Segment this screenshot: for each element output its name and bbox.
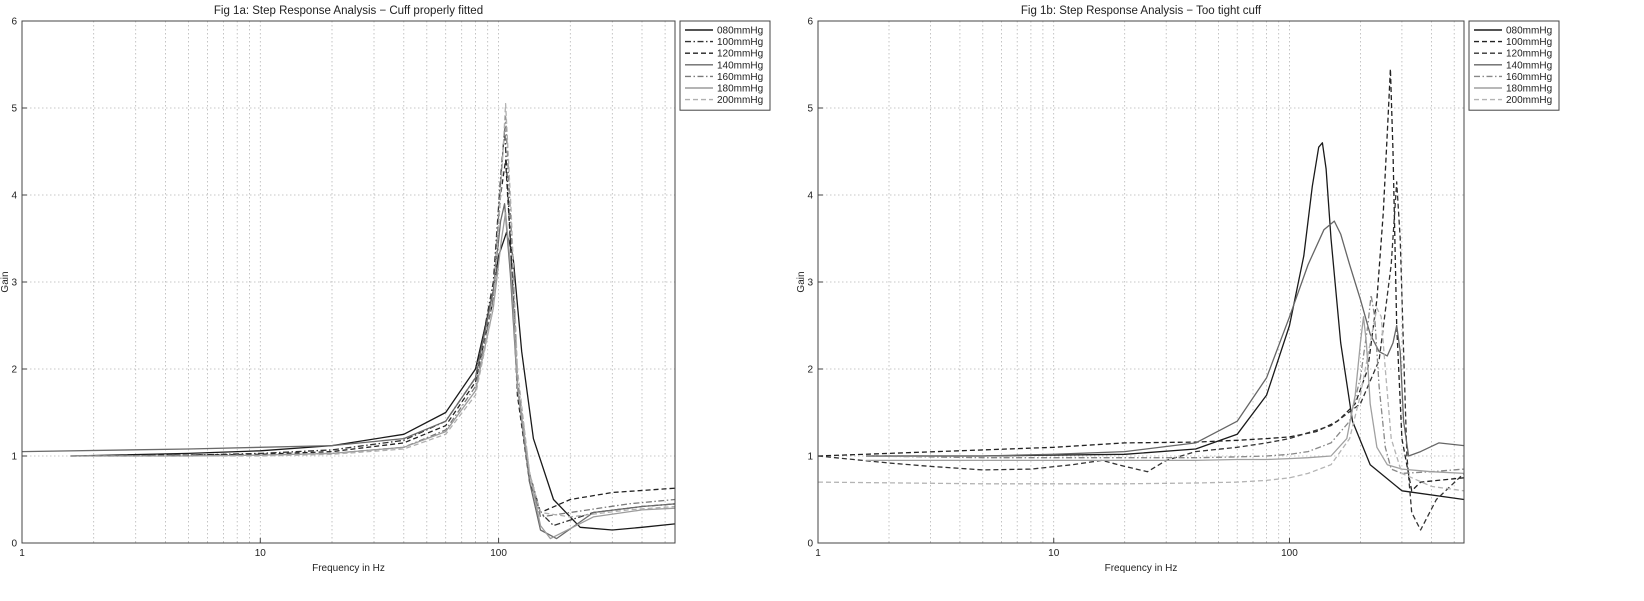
y-tick-label: 0 [11,539,17,550]
series-line-100mmHg [818,68,1464,492]
chart-title: Fig 1b: Step Response Analysis − Too tig… [1021,5,1262,17]
legend-label: 160mmHg [717,72,763,83]
legend-label: 080mmHg [717,26,763,37]
series-line-200mmHg [818,307,1464,492]
y-tick-label: 1 [807,452,813,463]
y-tick-label: 6 [11,17,17,28]
series-line-120mmHg [70,159,675,514]
legend-box [679,20,771,111]
series-line-140mmHg [22,203,675,540]
y-axis-label: Gain [0,271,11,292]
y-tick-label: 6 [807,17,813,28]
legend-label: 140mmHg [1506,60,1552,71]
legend-label: 160mmHg [1506,72,1552,83]
y-tick-label: 0 [807,539,813,550]
series-line-180mmHg [866,316,1464,475]
series-group [818,68,1464,531]
legend-label: 100mmHg [717,37,763,48]
legend-label: 180mmHg [717,84,763,95]
y-tick-label: 4 [11,191,17,202]
legend-box [1468,20,1560,111]
x-axis-label: Frequency in Hz [312,563,385,574]
series-line-180mmHg [70,211,675,540]
x-tick-label: 100 [490,548,507,559]
x-tick-label: 10 [255,548,267,559]
x-tick-label: 10 [1048,548,1060,559]
legend-label: 200mmHg [1506,95,1552,106]
legend: 080mmHg100mmHg120mmHg140mmHg160mmHg180mm… [1468,20,1560,111]
series-group [22,102,675,540]
series-line-080mmHg [866,142,1464,501]
y-tick-label: 2 [11,365,17,376]
legend-label: 080mmHg [1506,26,1552,37]
series-line-080mmHg [70,231,675,531]
x-tick-label: 1 [815,548,821,559]
series-line-160mmHg [866,294,1464,475]
y-axis-label: Gain [796,271,807,292]
chart-title: Fig 1a: Step Response Analysis − Cuff pr… [214,5,483,17]
legend-label: 180mmHg [1506,84,1552,95]
legend: 080mmHg100mmHg120mmHg140mmHg160mmHg180mm… [679,20,771,111]
plot-frame [21,20,676,544]
series-line-140mmHg [866,220,1464,457]
y-tick-label: 3 [11,278,17,289]
y-tick-label: 5 [11,104,17,115]
x-tick-label: 1 [19,548,25,559]
y-tick-label: 3 [807,278,813,289]
series-line-160mmHg [70,116,675,518]
x-axis-label: Frequency in Hz [1105,563,1178,574]
y-tick-label: 2 [807,365,813,376]
y-tick-label: 1 [11,452,17,463]
legend-label: 200mmHg [717,95,763,106]
legend-label: 100mmHg [1506,37,1552,48]
legend-label: 120mmHg [1506,49,1552,60]
legend-label: 120mmHg [717,49,763,60]
series-line-100mmHg [70,129,675,527]
y-tick-label: 4 [807,191,813,202]
y-tick-label: 5 [807,104,813,115]
x-tick-label: 100 [1281,548,1298,559]
legend-label: 140mmHg [717,60,763,71]
